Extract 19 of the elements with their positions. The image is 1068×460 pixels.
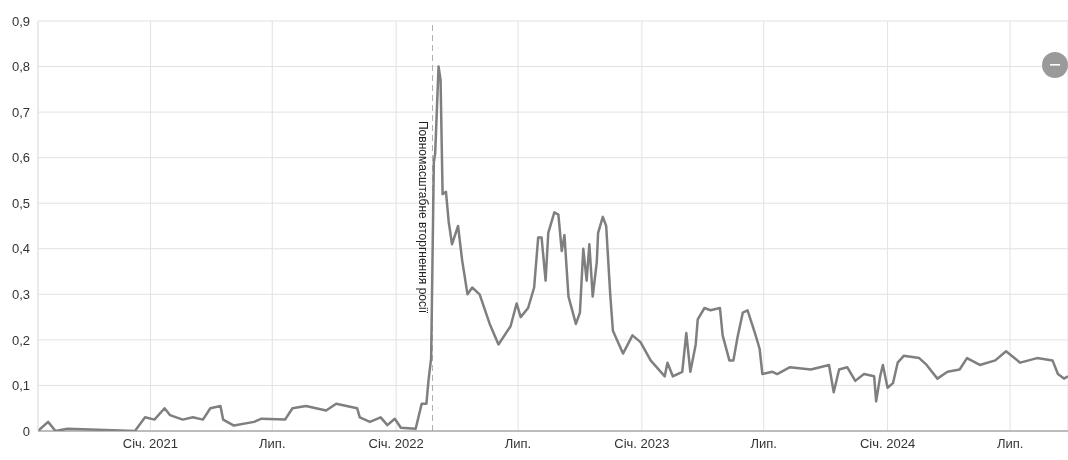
x-tick-label: Лип. [750, 436, 777, 452]
y-tick-label: 0,5 [11, 195, 30, 211]
y-tick-label: 0,8 [11, 59, 30, 75]
y-tick-label: 0,7 [11, 104, 30, 120]
x-tick-label: Січ. 2021 [122, 436, 179, 452]
y-tick-label: 0,1 [11, 378, 30, 394]
x-tick-label: Січ. 2023 [614, 436, 670, 452]
x-tick-label: Січ. 2024 [859, 436, 916, 452]
y-tick-label: 0,4 [11, 241, 30, 257]
y-tick-label: 0,6 [11, 150, 30, 166]
x-tick-label: Лип. [996, 436, 1024, 452]
x-tick-label: Лип. [259, 436, 286, 452]
y-tick-label: 0,2 [11, 332, 30, 348]
y-tick-label: 0 [22, 423, 30, 439]
y-tick-label: 0,9 [11, 13, 30, 29]
x-tick-label: Січ. 2022 [368, 436, 424, 452]
x-tick-label: Лип. [504, 436, 532, 452]
y-tick-label: 0,3 [11, 286, 30, 302]
ref-line-label: Повномасштабне вторгнення росії [416, 121, 431, 314]
